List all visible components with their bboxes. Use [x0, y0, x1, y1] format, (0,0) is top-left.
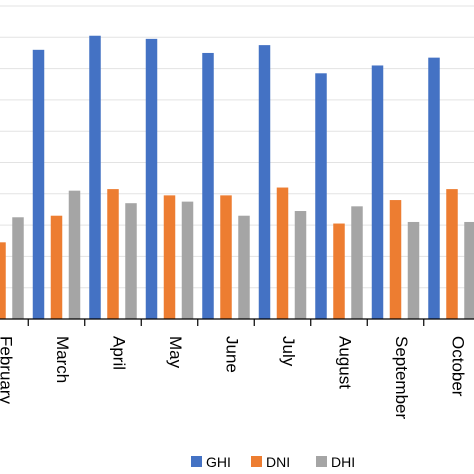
bar-dhi-july — [294, 211, 307, 319]
legend-label-ghi: GHI — [206, 454, 231, 470]
bar-dni-august — [333, 223, 345, 319]
bar-ghi-april — [89, 35, 101, 320]
bar-ghi-may — [145, 38, 158, 320]
bar-dni-june — [220, 195, 232, 319]
x-tick-label-february: February — [0, 336, 16, 405]
bar-dhi-september — [407, 221, 420, 319]
x-tick-label-september: September — [392, 336, 411, 419]
bar-dhi-august — [351, 206, 363, 319]
bar-dni-february — [0, 242, 6, 319]
x-tick-label-july: July — [279, 336, 298, 367]
x-axis-ticks — [27, 319, 425, 326]
bar-dhi-march — [68, 190, 81, 319]
x-tick-label-june: June — [223, 336, 242, 373]
bar-ghi-july — [258, 45, 271, 319]
bar-ghi-june — [202, 52, 214, 319]
bar-dni-may — [163, 195, 176, 319]
bar-dni-march — [50, 215, 63, 319]
x-tick-label-october: October — [449, 336, 468, 397]
legend-swatch-ghi — [191, 456, 202, 467]
bar-dhi-february — [12, 217, 24, 319]
legend-label-dhi: DHI — [331, 454, 355, 470]
bar-dhi-june — [238, 215, 250, 319]
bar-dhi-october — [464, 221, 474, 319]
bar-dni-october — [446, 189, 458, 319]
bars — [0, 35, 474, 320]
bar-dni-april — [107, 189, 119, 319]
legend-swatch-dni — [251, 456, 262, 467]
legend: GHI DNI DHI — [191, 454, 355, 470]
bar-dhi-may — [181, 201, 194, 319]
bar-ghi-march — [32, 49, 45, 319]
x-axis-category-labels: February March April May June July August Septe… — [0, 336, 468, 419]
legend-label-dni: DNI — [266, 454, 290, 470]
bar-dni-september — [389, 200, 402, 319]
x-tick-label-august: August — [336, 336, 355, 389]
bar-dni-july — [276, 187, 289, 319]
x-tick-label-may: May — [166, 336, 185, 369]
bar-ghi-august — [315, 73, 327, 319]
x-tick-label-march: March — [53, 336, 72, 383]
bar-ghi-october — [428, 57, 440, 320]
x-tick-label-april: April — [110, 336, 129, 370]
bar-ghi-september — [371, 65, 384, 319]
bar-dhi-april — [125, 203, 137, 319]
legend-swatch-dhi — [316, 456, 327, 467]
